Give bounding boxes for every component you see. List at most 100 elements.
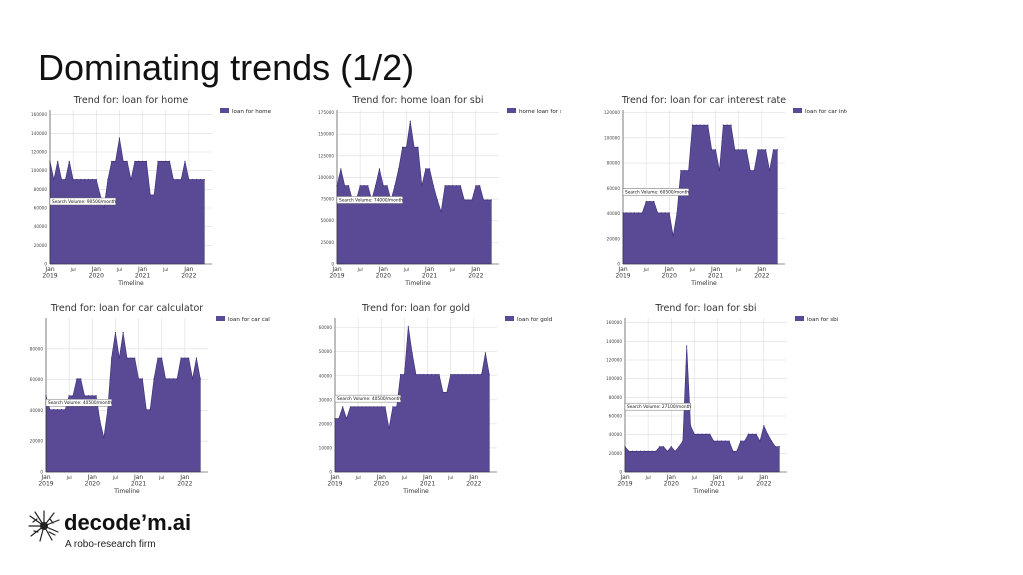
data-point [72, 395, 74, 397]
data-point [184, 357, 186, 359]
chart-title: Trend for: loan for gold [361, 303, 470, 314]
y-tick-label: 10000 [319, 445, 333, 450]
data-point [757, 149, 759, 151]
data-point [678, 446, 680, 448]
data-point [457, 373, 460, 376]
data-point [386, 185, 388, 187]
x-tick-label: 2019 [38, 481, 53, 488]
y-tick-label: 60000 [609, 414, 623, 419]
data-point [461, 373, 463, 376]
data-point [345, 417, 348, 420]
y-tick-label: 160000 [606, 320, 622, 325]
data-point [399, 373, 402, 376]
data-point [374, 185, 377, 187]
x-axis-label: Timeline [404, 280, 431, 287]
x-tick-label: 2022 [468, 273, 483, 280]
data-point [716, 440, 719, 442]
x-tick-label: Jul [355, 475, 361, 480]
data-point [72, 178, 74, 181]
legend-swatch [793, 108, 802, 113]
y-tick-label: 40000 [30, 408, 44, 413]
x-tick-label: 2020 [662, 273, 677, 280]
company-logo: decode’m.ai A robo-research firm [28, 508, 191, 556]
data-point [157, 160, 159, 162]
area-series [49, 137, 205, 265]
data-point [141, 160, 144, 162]
data-point [415, 373, 417, 376]
data-point [741, 149, 744, 151]
x-tick-label: Jan [378, 266, 388, 273]
data-point [195, 178, 198, 181]
logo-mark-icon [28, 510, 60, 542]
chart-title: Trend for: home loan for sbi [351, 95, 483, 106]
data-point [157, 357, 159, 359]
data-point [95, 178, 97, 181]
x-tick-label: Jan [470, 266, 480, 273]
legend-label: loan for car calculator [228, 317, 270, 323]
x-tick-label: 2021 [708, 273, 723, 280]
data-point [188, 357, 190, 359]
x-tick-label: 2019 [327, 481, 342, 488]
y-tick-label: 60000 [607, 186, 621, 191]
y-tick-label: 60000 [34, 206, 48, 211]
data-point [111, 160, 113, 162]
y-tick-label: 20000 [609, 451, 623, 456]
data-point [635, 450, 638, 452]
y-tick-label: 0 [619, 470, 622, 475]
data-point [401, 146, 404, 148]
data-point [195, 357, 198, 359]
x-tick-label: Jan [183, 266, 193, 273]
data-point [180, 178, 182, 181]
y-tick-label: 175000 [318, 110, 334, 115]
data-point [436, 199, 438, 201]
search-volume-annotation: Search Volume: 27100/month [627, 404, 691, 410]
data-point [645, 200, 647, 203]
data-point [453, 373, 456, 376]
data-point [122, 332, 124, 334]
data-point [409, 120, 411, 122]
y-tick-label: 50000 [321, 218, 335, 223]
data-point [657, 212, 659, 214]
chart-title: Trend for: loan for car interest rate [621, 95, 786, 106]
data-point [659, 446, 661, 448]
data-point [772, 149, 775, 151]
data-point [707, 124, 709, 126]
data-point [448, 185, 450, 187]
chart-svg: Trend for: loan for car calculator 0 20000… [30, 303, 270, 495]
area-series [622, 124, 778, 265]
data-point [630, 212, 632, 214]
data-point [655, 450, 657, 452]
data-point [730, 124, 732, 126]
x-tick-label: Jul [357, 267, 363, 272]
data-point [475, 185, 477, 187]
data-point [628, 450, 630, 452]
data-point [114, 332, 117, 334]
annotation-box [624, 402, 691, 411]
x-tick-label: Jan [422, 474, 432, 481]
chart-title: Trend for: loan for home [73, 95, 189, 106]
x-tick-label: Jan [664, 266, 674, 273]
data-point [693, 433, 696, 435]
data-point [172, 378, 174, 380]
data-point [755, 433, 757, 435]
data-point [718, 169, 721, 172]
annotation-box [336, 196, 403, 204]
x-axis-label: Timeline [692, 488, 719, 495]
data-point [180, 357, 182, 359]
x-tick-label: Jan [758, 474, 768, 481]
data-point [165, 160, 167, 162]
data-point [49, 409, 51, 411]
data-point [405, 146, 408, 148]
data-point [703, 124, 705, 126]
data-point [91, 178, 94, 181]
data-point [765, 149, 767, 151]
data-point [711, 149, 713, 151]
y-tick-label: 125000 [318, 153, 334, 158]
x-tick-label: 2021 [710, 481, 725, 488]
data-point [168, 378, 171, 380]
data-point [438, 373, 440, 376]
data-point [103, 437, 105, 439]
data-point [413, 146, 415, 148]
x-tick-label: Jan [712, 474, 722, 481]
data-point [488, 373, 490, 376]
